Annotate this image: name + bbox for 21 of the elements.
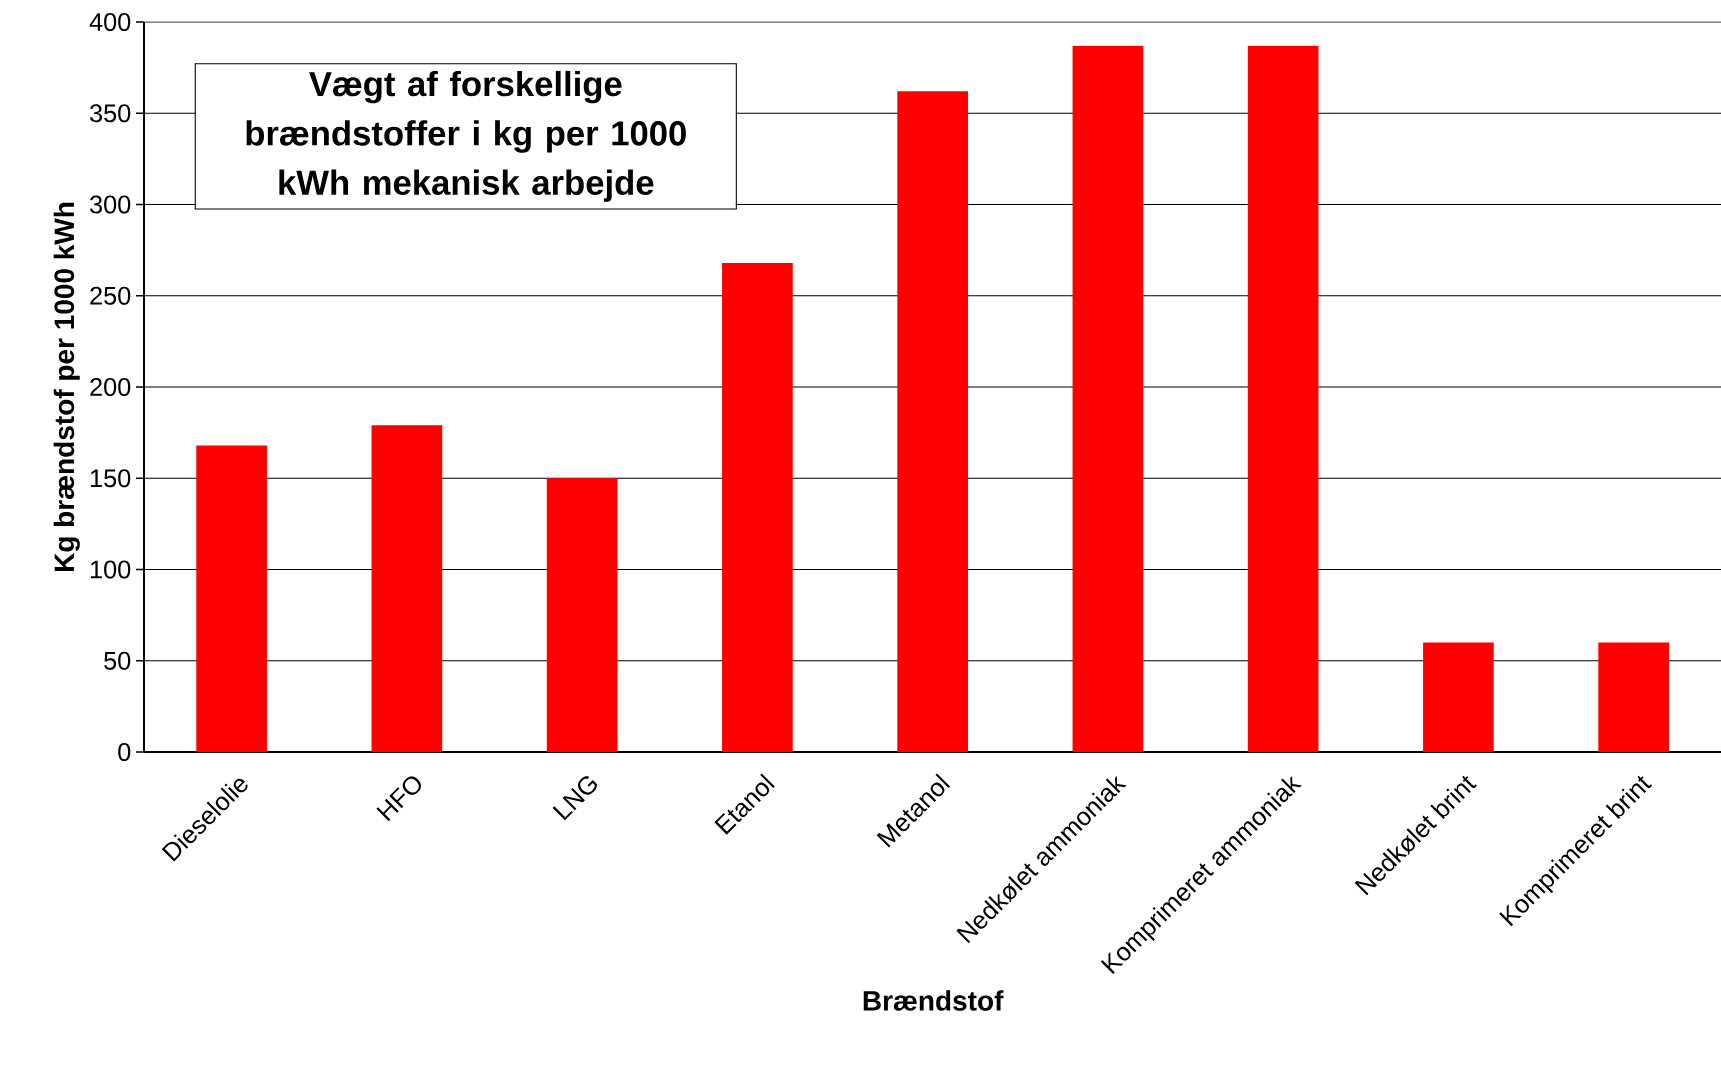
bar [722,262,793,752]
y-tick-label: 50 [104,651,131,670]
y-tick-label: 400 [89,13,131,31]
y-tick-label: 200 [90,378,131,396]
y-tick-label: 150 [90,469,131,488]
y-tick-label: 0 [118,743,131,761]
y-tick-label: 350 [89,104,131,123]
bar [1072,45,1144,752]
bar [1423,642,1494,752]
bar [1247,45,1319,752]
y-tick-label: 250 [90,286,131,305]
bar [546,478,618,752]
bar [196,445,267,752]
text: Vægt af forskellige brændstoffer i kg per 1000 kWh mekanisk arbejde [246,70,686,202]
x-axis-title: Brændstof [863,990,1004,1011]
y-tick-label: 300 [89,195,131,214]
bar [897,91,968,752]
bar [371,425,443,752]
bar [1598,642,1669,752]
y-axis-title: Kg brændstof per 1000 kWh [53,202,80,572]
y-tick-label: 100 [90,560,131,579]
